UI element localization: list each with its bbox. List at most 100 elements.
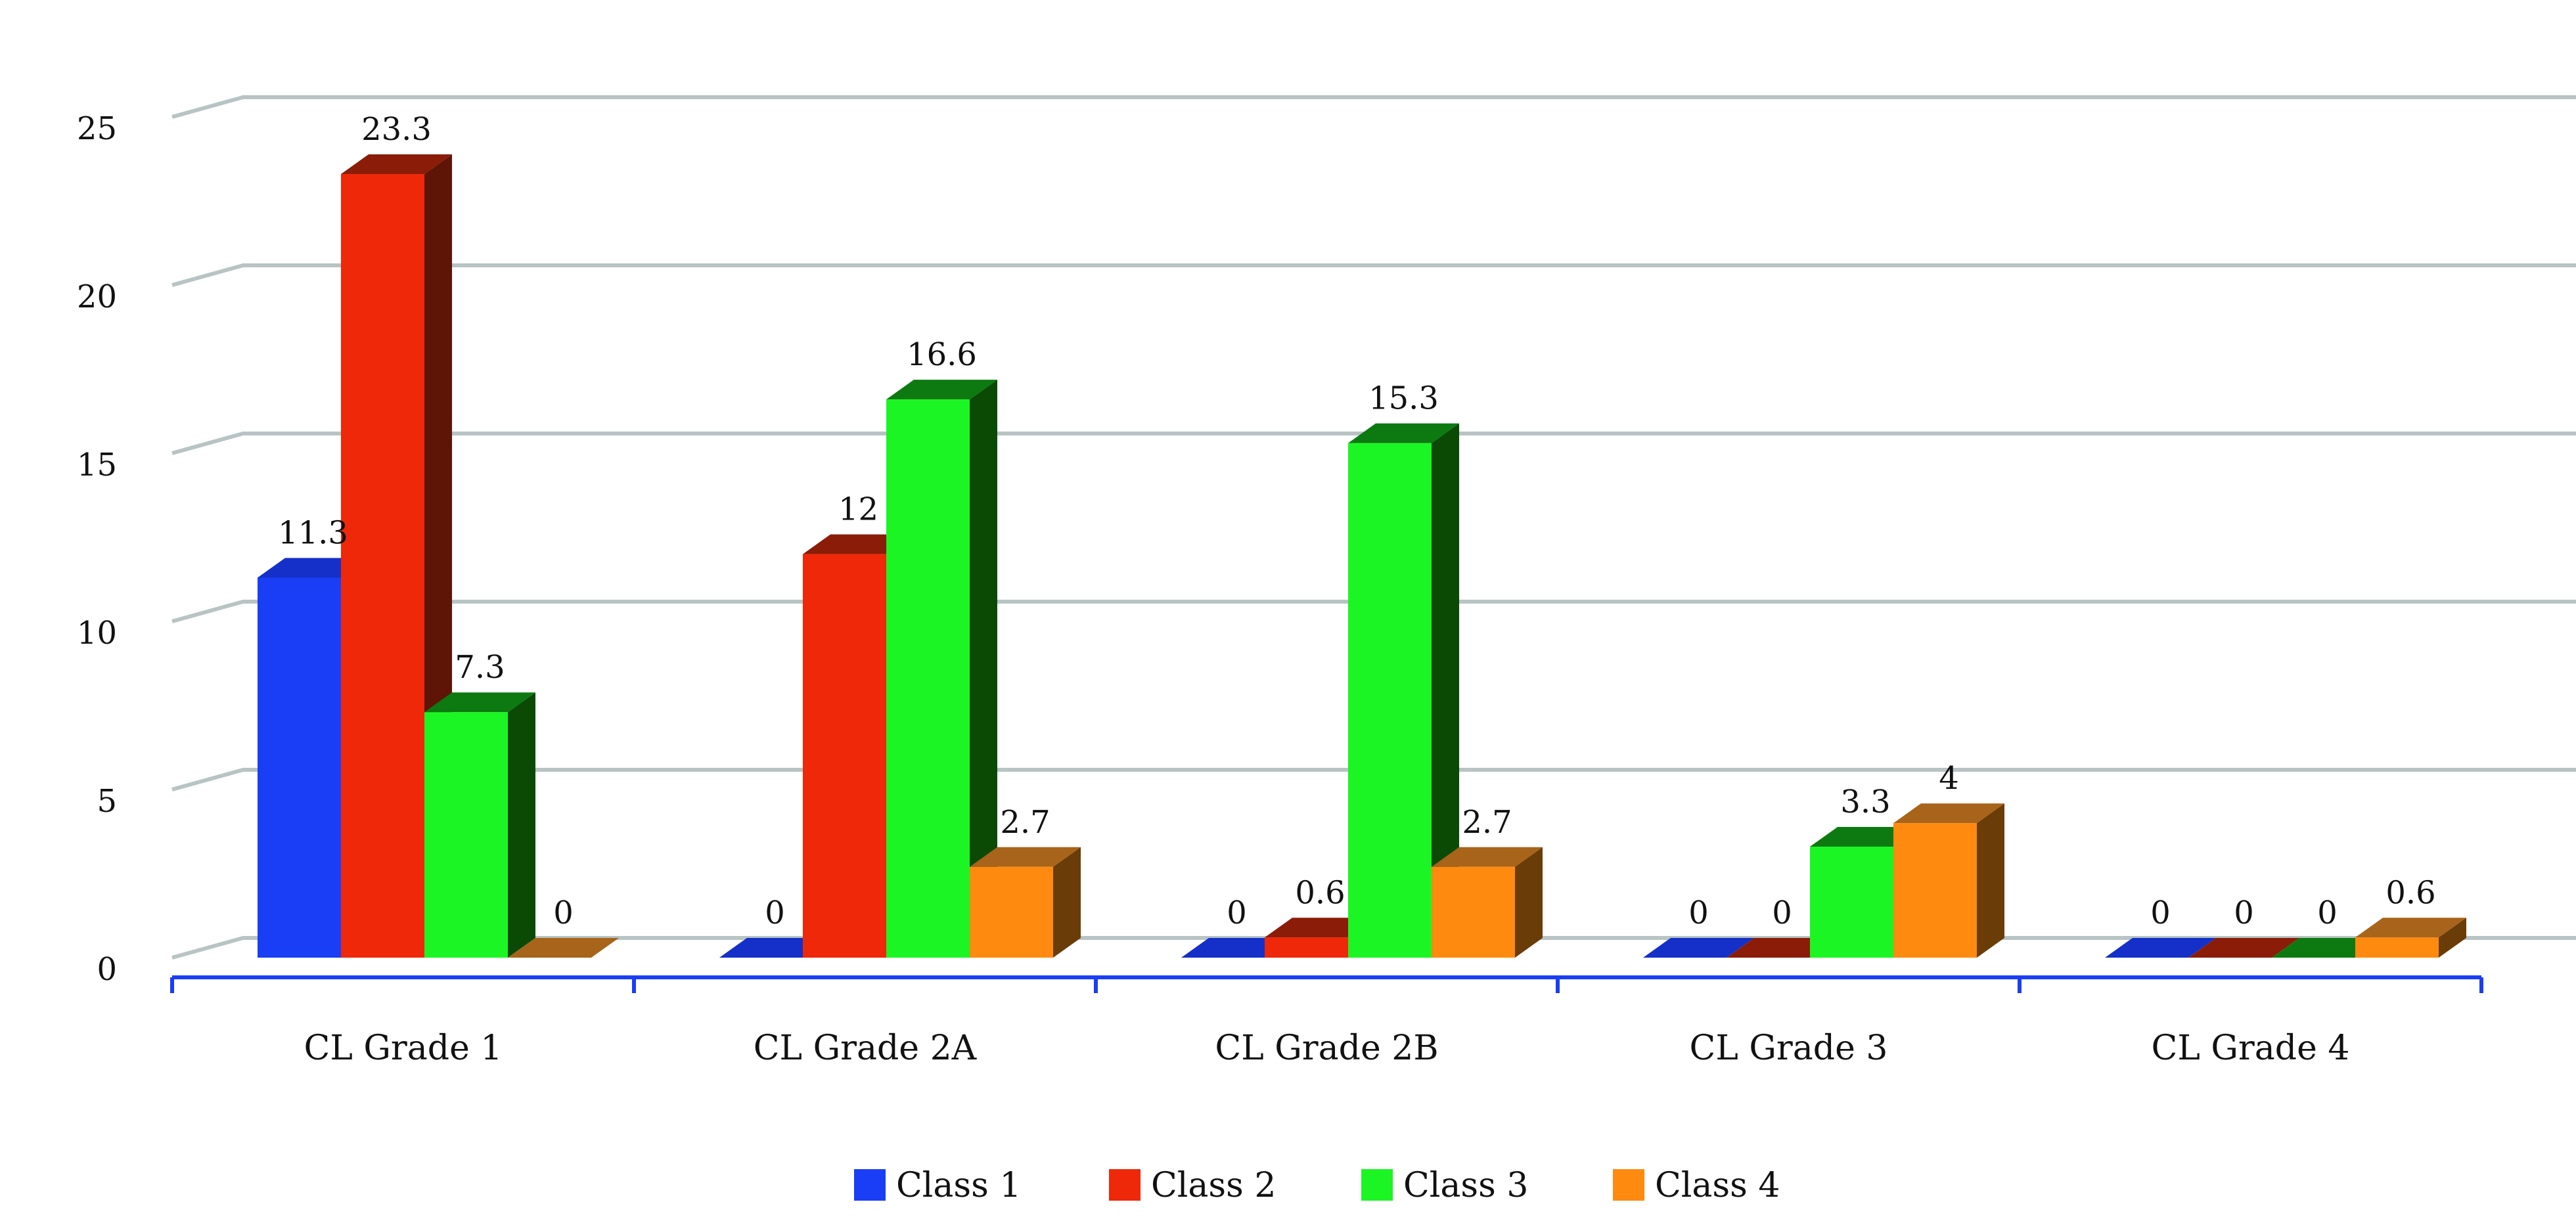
bar-top [258,558,369,578]
gridline [171,95,2576,119]
legend-item: Class 1 [854,1166,1021,1205]
bar-side [2439,918,2466,958]
bar-top [803,534,914,554]
bar [1432,847,1543,958]
bar [1181,938,1292,958]
data-label: 0 [2317,895,2338,931]
data-label: 0.6 [2385,874,2435,911]
data-label: 16.6 [907,336,977,373]
bars [258,154,2466,958]
legend-item: Class 2 [1109,1166,1276,1205]
bar-front [1265,937,1348,958]
bar-top [2355,918,2466,938]
legend: Class 1 Class 2 Class 3 Class 4 [854,1166,1780,1205]
y-tick-label: 0 [97,951,117,988]
bar-top [341,154,452,175]
legend-item: Class 4 [1613,1166,1780,1205]
y-tick-label: 25 [77,110,117,147]
bar-side [508,692,535,958]
bar [424,692,535,958]
legend-swatch [1361,1169,1393,1201]
data-label: 0 [765,895,785,931]
bar-top [2272,938,2383,958]
bar [886,380,997,958]
data-label: 0 [1688,895,1709,931]
bar-top [508,938,619,958]
data-label: 0 [553,895,574,931]
bar [2355,918,2466,958]
bar-side [1515,847,1543,958]
bar [2272,938,2383,958]
bar [1265,918,1376,958]
bar-top [1893,803,2004,824]
bar [1348,423,1459,958]
bar-top [886,380,997,400]
y-axis-ticks: 0 5 10 15 20 25 [77,110,117,988]
x-axis [170,975,2483,993]
category-label: CL Grade 1 [304,1029,503,1068]
legend-label: Class 4 [1655,1166,1780,1205]
data-label: 12 [838,491,878,528]
bar-side [1977,803,2004,958]
data-label: 0 [2150,895,2171,931]
bar-top [1348,423,1459,443]
data-label: 0 [1227,895,1247,931]
bar-top [424,692,535,713]
bar [719,938,830,958]
bar-front [424,712,508,958]
category-label: CL Grade 4 [2152,1029,2350,1068]
legend-item: Class 3 [1361,1166,1528,1205]
category-labels: CL Grade 1 CL Grade 2A CL Grade 2B CL Grade… [304,1029,2350,1068]
bar-side [1432,423,1459,958]
category-label: CL Grade 3 [1690,1029,1888,1068]
bar-front [1348,443,1432,958]
bar [2188,938,2299,958]
data-label: 3.3 [1840,784,1890,820]
legend-swatch [1109,1169,1141,1201]
bar [970,847,1081,958]
gridline [171,432,2576,455]
y-tick-label: 10 [77,615,117,652]
data-label: 0 [2234,895,2254,931]
data-label: 11.3 [278,514,348,551]
legend-swatch [854,1169,886,1201]
bar-top [1432,847,1543,867]
data-label: 2.7 [1000,804,1050,841]
data-label: 15.3 [1368,380,1439,417]
bar-side [1053,847,1081,958]
y-tick-label: 20 [77,278,117,315]
bar [1643,938,1754,958]
bar-top [2188,938,2299,958]
bar-front [341,174,424,958]
bar-top [1265,918,1376,938]
bar-front [258,577,341,958]
data-label: 4 [1939,760,1959,797]
gridline [171,768,2576,791]
data-label: 2.7 [1462,804,1512,841]
bar-front [803,554,886,958]
legend-label: Class 3 [1403,1166,1528,1205]
data-label: 7.3 [455,649,505,686]
bar-front [886,399,970,958]
data-label: 0.6 [1295,874,1345,911]
y-tick-label: 15 [77,447,117,483]
bar-front [1810,847,1893,958]
bar-top [2105,938,2216,958]
category-label: CL Grade 2A [754,1029,978,1068]
bar-top [970,847,1081,867]
bar-top [1727,938,1838,958]
bar [508,938,619,958]
legend-label: Class 1 [896,1166,1021,1205]
bar-front [1432,866,1515,958]
y-tick-label: 5 [97,783,117,820]
bar [2105,938,2216,958]
bar [1727,938,1838,958]
data-labels: 11.3 23.3 7.3 0 0 12 16.6 2.7 0 0.6 15.3 2.7 0 0 3.3 4 0… [278,111,2436,931]
bar [1893,803,2004,958]
data-label: 23.3 [361,111,432,148]
bar-top [1181,938,1292,958]
category-label: CL Grade 2B [1215,1029,1438,1068]
bar-top [1810,827,1921,847]
bar-side [970,380,997,958]
